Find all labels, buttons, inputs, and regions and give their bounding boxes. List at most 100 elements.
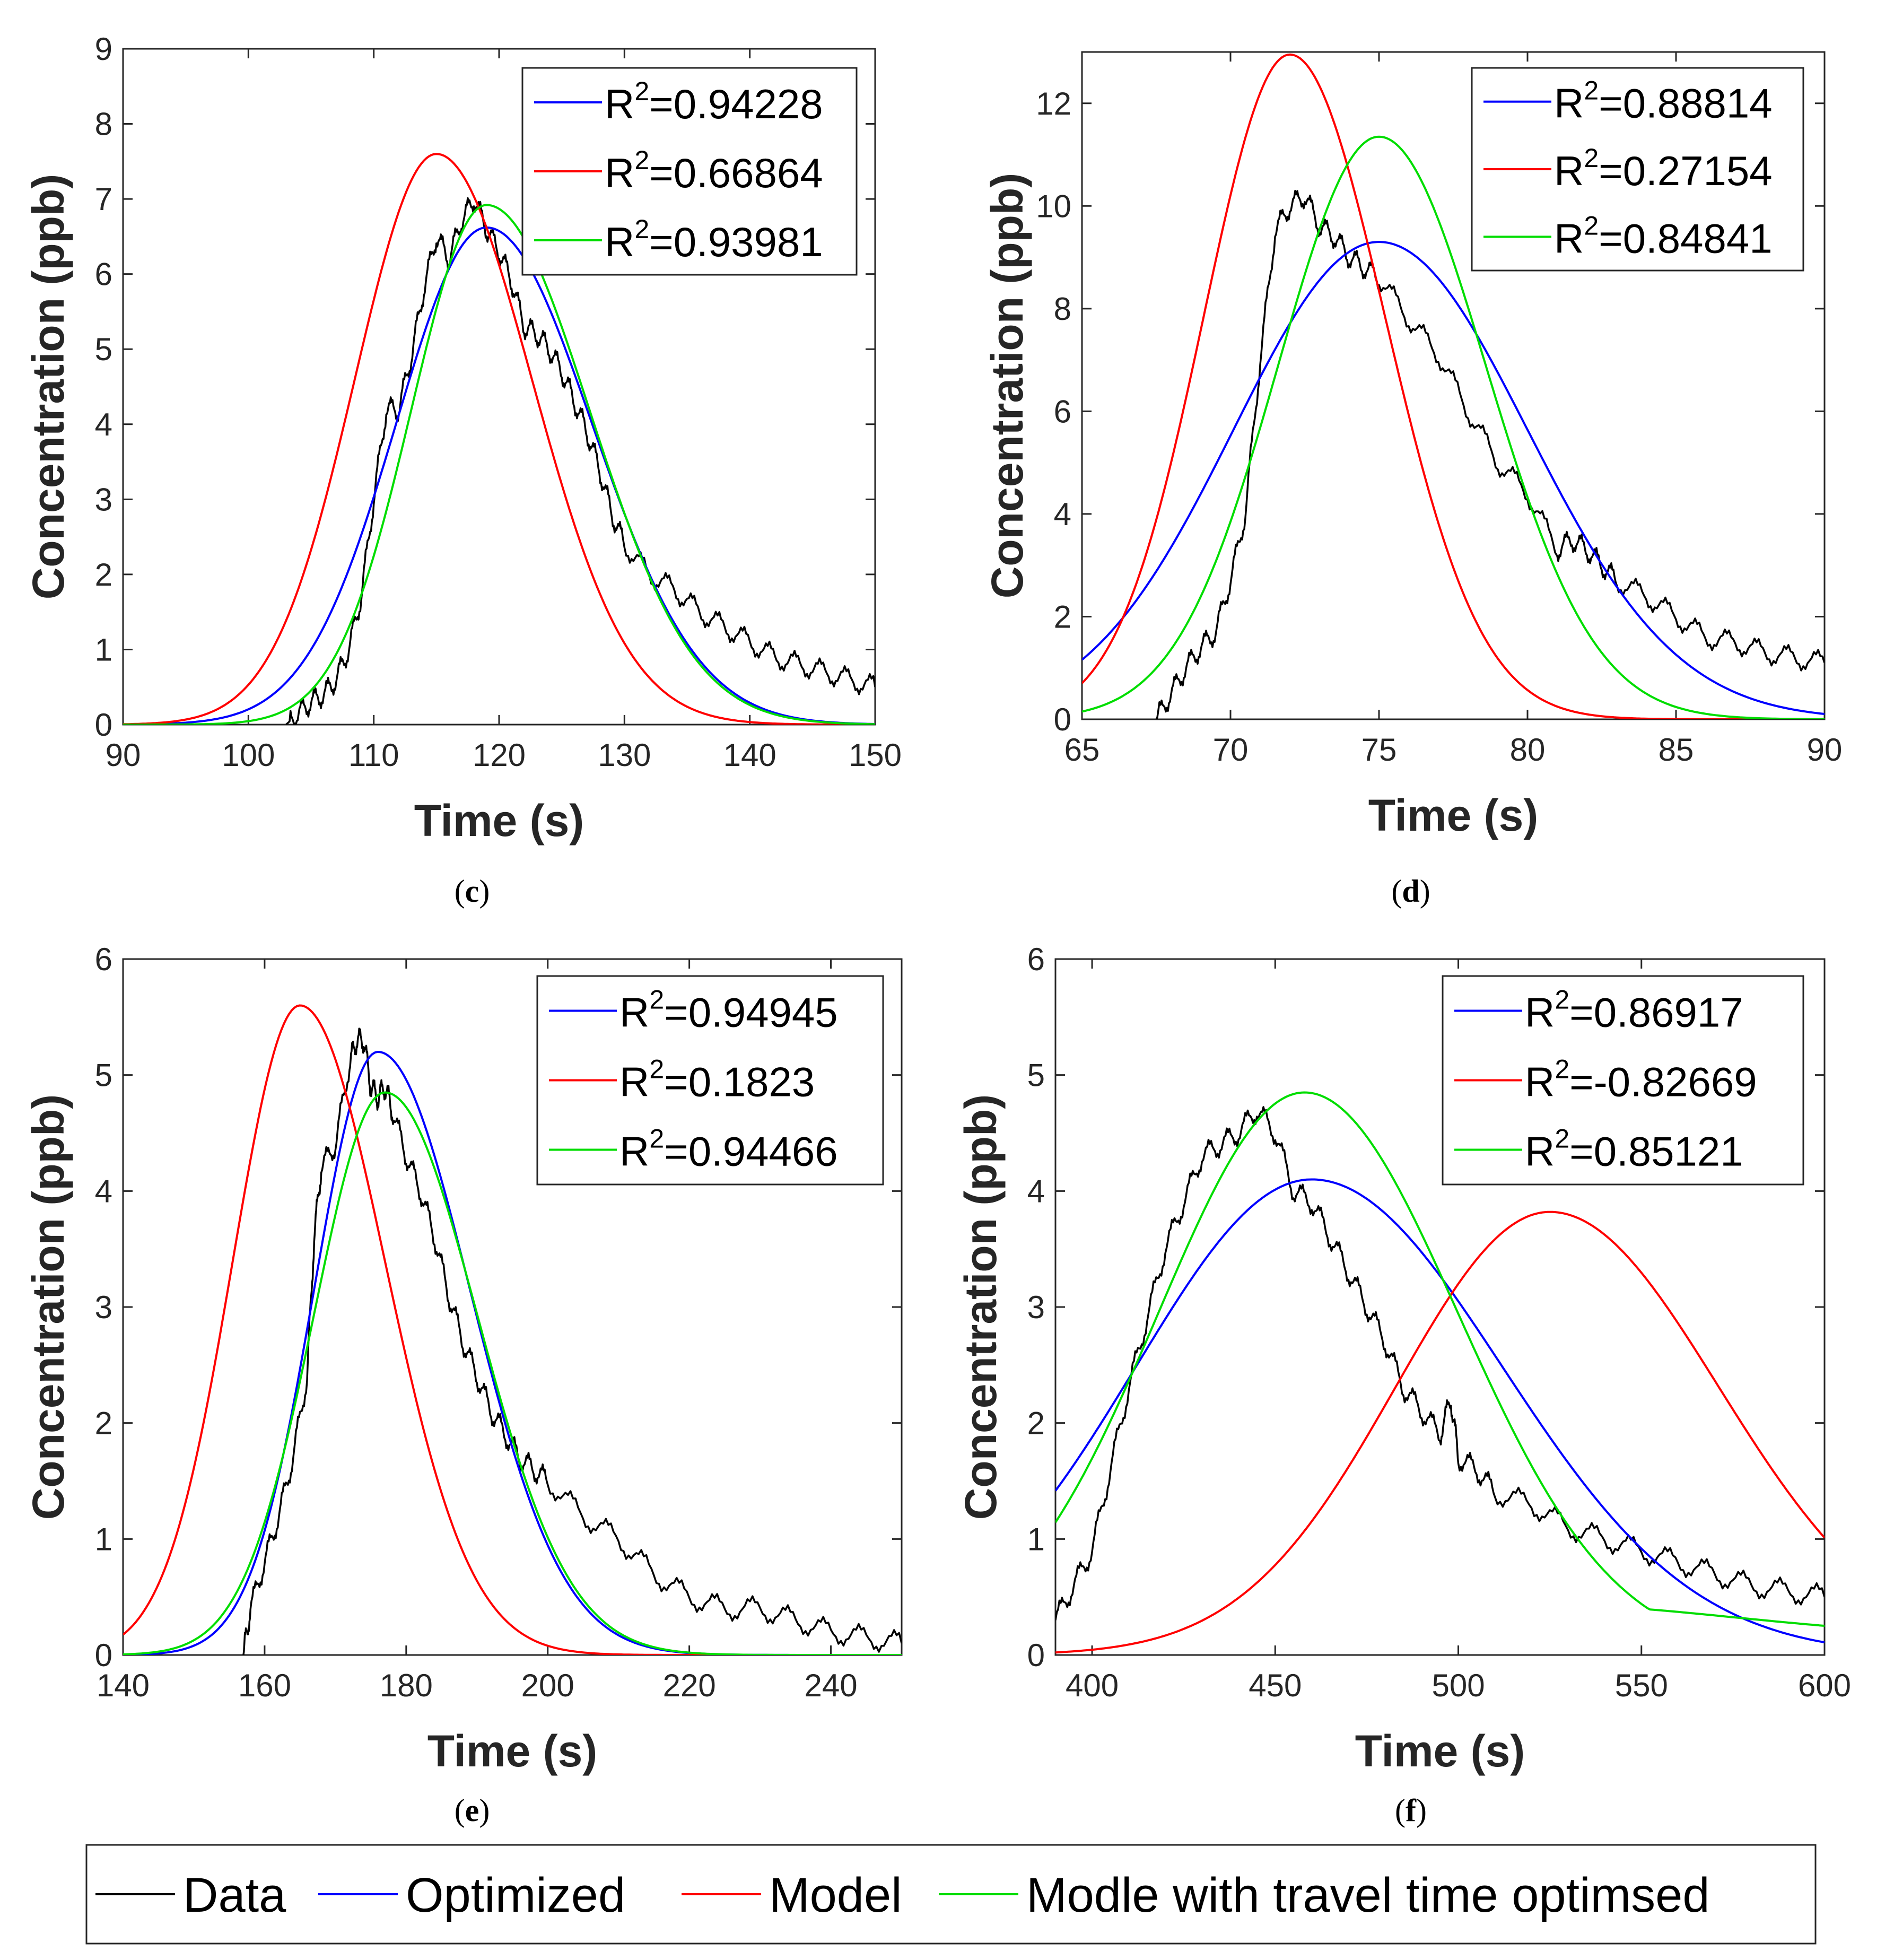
legend-value: =0.66864 [649, 150, 823, 196]
y-tick-label: 4 [1054, 496, 1071, 532]
panel-label-c: (c) [455, 874, 490, 909]
legend-value: =0.94466 [664, 1128, 838, 1175]
x-tick-label: 200 [521, 1668, 574, 1703]
panel-f: 400 450 500 550 600 0 1 2 3 4 5 6 Time (s) Concentrat… [956, 942, 1851, 1828]
y-tick-label: 2 [1027, 1406, 1045, 1441]
x-tick-label: 120 [473, 737, 526, 773]
series-group-c [123, 153, 875, 725]
series-line-optimized [1055, 1178, 1825, 1644]
y-tick-label: 5 [1027, 1058, 1045, 1093]
x-tick-label: 160 [238, 1668, 291, 1703]
legend-entry: R2=0.27154 [1554, 143, 1773, 194]
legend-superscript: 2 [1555, 1055, 1569, 1084]
x-tick-label: 65 [1064, 732, 1100, 768]
series-line-data [285, 197, 875, 725]
y-tick-label: 1 [95, 1521, 112, 1557]
legend-superscript: 2 [1555, 985, 1569, 1015]
legend-entry: R2=0.94945 [619, 985, 838, 1036]
series-line-model [1082, 53, 1825, 719]
legend-value: =0.27154 [1599, 147, 1773, 194]
x-tick-label: 180 [380, 1668, 433, 1703]
x-tick-label: 600 [1798, 1668, 1851, 1703]
series-line-model [123, 153, 875, 725]
legend-value: =-0.82669 [1569, 1059, 1757, 1105]
x-tick-label: 550 [1615, 1668, 1668, 1703]
y-tick-label: 4 [95, 1173, 112, 1209]
legend-value: =0.93981 [649, 219, 823, 265]
x-tick-label: 450 [1249, 1668, 1302, 1703]
x-tick-label: 140 [97, 1668, 150, 1703]
y-tick-label: 6 [95, 942, 112, 977]
legend-prefix: R [1525, 1128, 1555, 1175]
y-tick-label: 1 [95, 632, 112, 667]
legend-superscript: 2 [1555, 1124, 1569, 1154]
y-tick-label: 4 [1027, 1173, 1045, 1209]
x-tick-label: 400 [1066, 1668, 1119, 1703]
y-tick-label: 3 [95, 482, 112, 517]
series-line-data [1155, 189, 1825, 719]
y-tick-label: 2 [1054, 599, 1071, 634]
legend-prefix: R [1525, 1059, 1555, 1105]
legend-prefix: R [1525, 989, 1555, 1036]
series-line-data [1055, 1106, 1825, 1621]
y-tick-label: 0 [1027, 1637, 1045, 1673]
y-tick-label: 10 [1036, 188, 1071, 224]
y-tick-label: 3 [1027, 1290, 1045, 1325]
shared-legend: Data Optimized Model Modle with travel time… [85, 1844, 1817, 1945]
x-tick-label: 70 [1213, 732, 1249, 768]
y-tick-label: 0 [95, 1637, 112, 1673]
legend-value: =0.84841 [1599, 215, 1773, 262]
series-group-f [1055, 1091, 1825, 1654]
x-tick-label: 90 [1807, 732, 1843, 768]
x-tick-label: 75 [1361, 732, 1397, 768]
series-line-optimized [123, 226, 875, 725]
y-axis-label: Concentration (ppb) [23, 174, 73, 600]
legend-superscript: 2 [634, 214, 649, 244]
series-line-modle-with-travel-time-optimsed [1055, 1091, 1825, 1627]
series-group-d [1082, 53, 1825, 719]
y-tick-label: 6 [1054, 394, 1071, 429]
panel-label-d: (d) [1391, 874, 1430, 909]
panel-label-e: (e) [455, 1793, 490, 1828]
series-line-model [1055, 1210, 1825, 1654]
x-axis-label: Time (s) [414, 796, 584, 846]
y-tick-label: 8 [1054, 291, 1071, 327]
legend-entry: R2=0.1823 [619, 1055, 815, 1105]
legend-superscript: 2 [1584, 76, 1599, 106]
y-tick-label: 2 [95, 557, 112, 593]
shared-legend-label: Modle with travel time optimsed [1026, 1868, 1710, 1922]
legend-entry: R2=0.84841 [1554, 211, 1773, 262]
x-tick-label: 80 [1510, 732, 1546, 768]
y-tick-label: 6 [1027, 942, 1045, 977]
y-axis-label: Concentration (ppb) [982, 173, 1032, 599]
legend-prefix: R [1554, 80, 1584, 127]
axes-frame-d [1081, 51, 1826, 720]
y-tick-label: 5 [95, 1058, 112, 1093]
legend-value: =0.88814 [1599, 80, 1773, 127]
y-tick-label: 9 [95, 31, 112, 67]
y-tick-label: 12 [1036, 86, 1071, 121]
series-group-e [123, 1004, 902, 1655]
y-tick-label: 2 [95, 1406, 112, 1441]
legend-superscript: 2 [1584, 211, 1599, 240]
legend-prefix: R [605, 219, 634, 265]
shared-legend-label: Optimized [406, 1868, 625, 1922]
x-tick-label: 240 [804, 1668, 857, 1703]
panel-c: 90 100 110 120 130 140 150 0 1 2 3 4 5 6 7 8 9 Time (s) Co… [23, 31, 902, 909]
y-tick-label: 5 [95, 332, 112, 367]
legend-superscript: 2 [634, 145, 649, 175]
legend-prefix: R [1554, 215, 1584, 262]
x-axis-label: Time (s) [427, 1726, 598, 1776]
legend-prefix: R [619, 1128, 649, 1175]
y-tick-label: 1 [1027, 1521, 1045, 1557]
series-line-model [123, 1004, 902, 1655]
x-tick-label: 85 [1659, 732, 1694, 768]
y-tick-label: 6 [95, 257, 112, 292]
series-line-data [242, 1027, 902, 1655]
x-tick-label: 100 [222, 737, 275, 773]
x-tick-label: 500 [1432, 1668, 1485, 1703]
